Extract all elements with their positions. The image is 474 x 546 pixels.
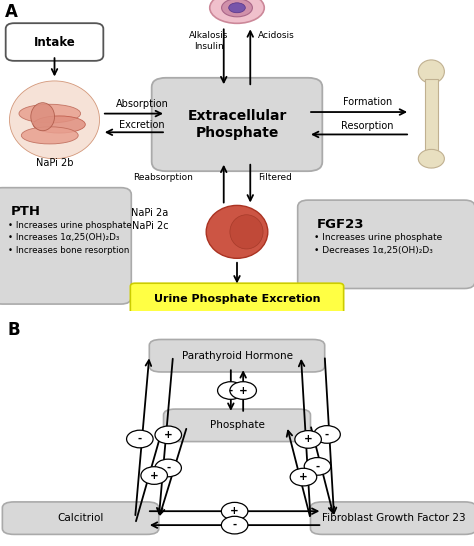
FancyBboxPatch shape xyxy=(149,340,325,372)
Text: -: - xyxy=(166,463,170,473)
Ellipse shape xyxy=(33,116,85,133)
Text: FGF23: FGF23 xyxy=(317,218,364,231)
Ellipse shape xyxy=(304,458,331,475)
Ellipse shape xyxy=(19,104,81,123)
Ellipse shape xyxy=(230,215,263,249)
Text: Formation: Formation xyxy=(343,97,392,108)
FancyBboxPatch shape xyxy=(6,23,103,61)
Text: B: B xyxy=(7,321,20,339)
Ellipse shape xyxy=(418,150,445,168)
Text: +: + xyxy=(230,506,239,516)
FancyBboxPatch shape xyxy=(152,78,322,171)
FancyBboxPatch shape xyxy=(2,502,159,535)
Ellipse shape xyxy=(31,103,55,130)
Ellipse shape xyxy=(141,467,167,484)
Text: -: - xyxy=(233,520,237,530)
Ellipse shape xyxy=(290,468,317,486)
Text: -: - xyxy=(325,430,329,440)
Ellipse shape xyxy=(221,502,248,520)
Ellipse shape xyxy=(221,517,248,534)
Ellipse shape xyxy=(210,0,264,23)
Text: Fibroblast Growth Factor 23: Fibroblast Growth Factor 23 xyxy=(321,513,465,523)
Text: Resorption: Resorption xyxy=(341,121,393,132)
FancyBboxPatch shape xyxy=(0,188,131,304)
Ellipse shape xyxy=(314,426,340,443)
Text: Intake: Intake xyxy=(34,35,75,49)
Text: +: + xyxy=(164,430,173,440)
Ellipse shape xyxy=(418,60,445,83)
Ellipse shape xyxy=(155,426,182,444)
Text: Extracellular
Phosphate: Extracellular Phosphate xyxy=(187,109,287,140)
Text: PTH: PTH xyxy=(11,205,41,218)
Text: • Increases urine phosphate
• Increases 1α,25(OH)₂D₃
• Increases bone resorption: • Increases urine phosphate • Increases … xyxy=(8,221,132,255)
FancyBboxPatch shape xyxy=(310,502,474,535)
Text: A: A xyxy=(5,3,18,21)
Ellipse shape xyxy=(218,382,244,399)
Ellipse shape xyxy=(295,431,321,448)
Text: Absorption: Absorption xyxy=(116,99,169,109)
Ellipse shape xyxy=(9,81,100,159)
Text: Filtered: Filtered xyxy=(258,173,292,182)
Text: • Increases urine phosphate
• Decreases 1α,25(OH)₂D₃: • Increases urine phosphate • Decreases … xyxy=(314,234,442,255)
Text: Reabsorption: Reabsorption xyxy=(134,173,193,182)
FancyBboxPatch shape xyxy=(164,409,310,442)
Text: +: + xyxy=(239,385,247,395)
Text: +: + xyxy=(304,435,312,444)
Ellipse shape xyxy=(221,0,252,17)
FancyBboxPatch shape xyxy=(130,283,344,314)
Text: Acidosis: Acidosis xyxy=(258,31,295,40)
Text: NaPi 2a
NaPi 2c: NaPi 2a NaPi 2c xyxy=(131,208,168,230)
Text: NaPi 2b: NaPi 2b xyxy=(36,158,73,168)
Text: Calcitriol: Calcitriol xyxy=(57,513,104,523)
Ellipse shape xyxy=(127,430,153,448)
Bar xyxy=(425,79,438,156)
Text: Alkalosis
Insulin: Alkalosis Insulin xyxy=(189,31,228,51)
Ellipse shape xyxy=(206,205,268,258)
Text: -: - xyxy=(138,434,142,444)
FancyBboxPatch shape xyxy=(298,200,474,288)
Text: Urine Phosphate Excretion: Urine Phosphate Excretion xyxy=(154,294,320,304)
Ellipse shape xyxy=(21,127,78,144)
Text: -: - xyxy=(315,461,319,471)
Ellipse shape xyxy=(230,382,256,399)
Ellipse shape xyxy=(155,459,182,477)
Text: Phosphate: Phosphate xyxy=(210,420,264,430)
Text: +: + xyxy=(150,471,159,480)
Text: -: - xyxy=(229,385,233,395)
Text: Parathyroid Hormone: Parathyroid Hormone xyxy=(182,351,292,361)
Text: Excretion: Excretion xyxy=(119,120,165,130)
Ellipse shape xyxy=(228,3,246,13)
Text: +: + xyxy=(299,472,308,482)
